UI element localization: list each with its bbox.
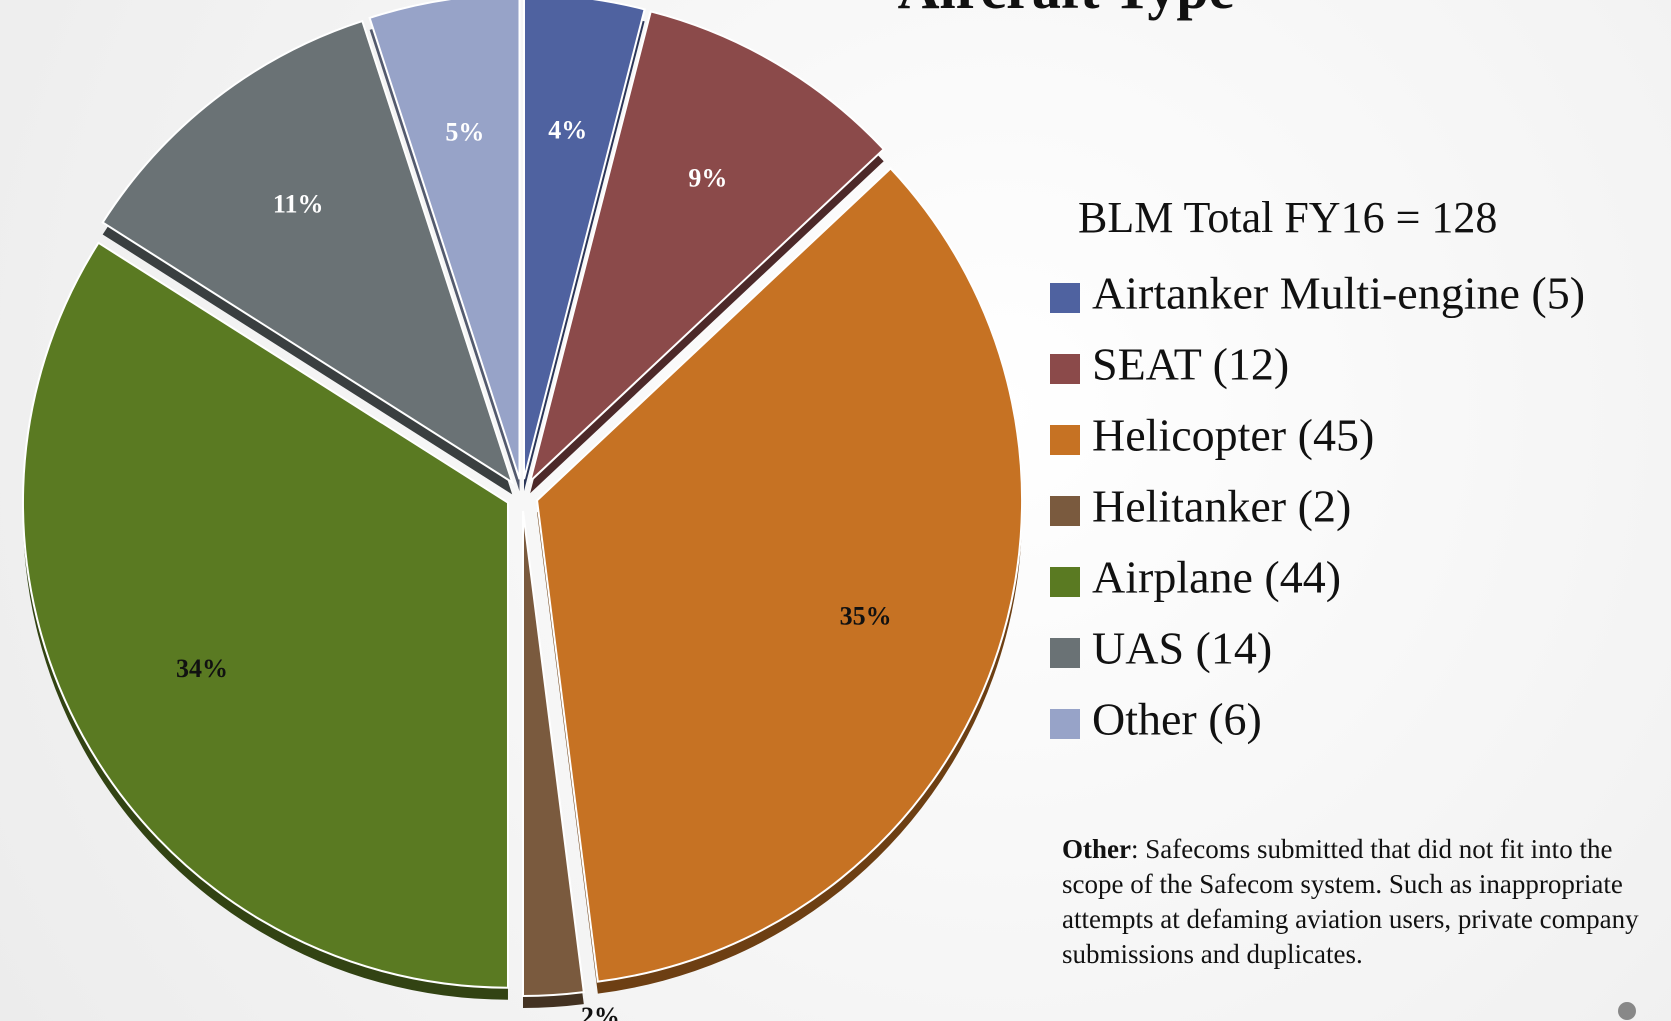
legend-swatch — [1050, 496, 1080, 526]
legend-label: UAS (14) — [1092, 623, 1272, 674]
legend-label: SEAT (12) — [1092, 339, 1289, 390]
chart-title: Aircraft Type — [898, 0, 1235, 21]
legend-swatch — [1050, 425, 1080, 455]
data-label: 9% — [688, 164, 727, 193]
slide-dot — [1618, 1002, 1636, 1020]
slice — [368, 0, 521, 480]
annotation: Other: Safecoms submitted that did not f… — [1062, 832, 1662, 972]
slice — [21, 241, 509, 989]
subtitle: BLM Total FY16 = 128 — [1078, 193, 1497, 242]
slice — [528, 10, 886, 485]
data-label: 11% — [273, 189, 324, 218]
legend-label: Helitanker (2) — [1092, 481, 1351, 532]
legend-swatch — [1050, 638, 1080, 668]
legend-swatch — [1050, 709, 1080, 739]
legend-swatch — [1050, 567, 1080, 597]
slice — [523, 0, 646, 480]
annotation-term: Other — [1062, 834, 1131, 864]
legend-label: Helicopter (45) — [1092, 410, 1374, 461]
legend-label: Airtanker Multi-engine (5) — [1092, 268, 1585, 319]
data-label: 5% — [445, 117, 484, 146]
slice — [535, 166, 1024, 983]
legend-label: Other (6) — [1092, 694, 1262, 745]
data-label: 34% — [176, 654, 228, 683]
legend-swatch — [1050, 354, 1080, 384]
legend-label: Airplane (44) — [1092, 552, 1341, 603]
annotation-text: : Safecoms submitted that did not fit in… — [1062, 834, 1639, 969]
data-label: 35% — [840, 602, 892, 631]
legend-swatch — [1050, 283, 1080, 313]
data-label: 4% — [548, 116, 587, 145]
slice — [522, 510, 585, 997]
slice — [101, 19, 515, 485]
data-label: 2% — [581, 1002, 620, 1021]
